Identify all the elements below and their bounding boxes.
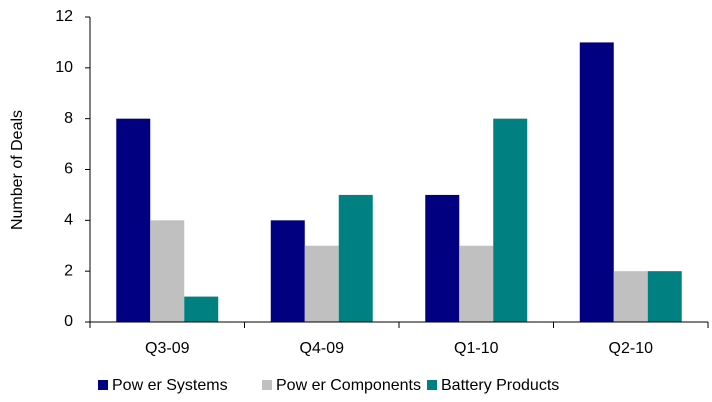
- x-tick-label: Q1-10: [454, 340, 499, 357]
- legend-label: Pow er Components: [276, 377, 421, 394]
- y-tick-label: 0: [64, 313, 73, 330]
- bar: [116, 118, 151, 323]
- y-tick-label: 6: [64, 161, 73, 178]
- y-tick-label: 8: [64, 110, 73, 127]
- bar: [338, 194, 373, 322]
- y-tick-label: 10: [55, 59, 73, 76]
- bar: [270, 220, 305, 322]
- legend-swatch: [427, 380, 437, 390]
- y-tick-label: 4: [64, 212, 73, 229]
- bar: [150, 220, 185, 322]
- y-tick-label: 2: [64, 262, 73, 279]
- legend-label: Battery Products: [441, 377, 559, 394]
- bar: [459, 245, 494, 322]
- x-tick-label: Q2-10: [609, 340, 654, 357]
- x-tick-label: Q4-09: [300, 340, 345, 357]
- bar: [613, 271, 648, 322]
- legend-label: Pow er Systems: [112, 377, 228, 394]
- y-axis-label: Number of Deals: [9, 110, 26, 230]
- x-tick-label: Q3-09: [145, 340, 190, 357]
- bar: [579, 42, 614, 323]
- legend-swatch: [98, 380, 108, 390]
- bar: [304, 245, 339, 322]
- bar: [647, 271, 682, 322]
- y-tick-label: 12: [55, 8, 73, 25]
- bar: [425, 194, 460, 322]
- bar: [493, 118, 528, 323]
- bar: [184, 296, 219, 322]
- legend-swatch: [262, 380, 272, 390]
